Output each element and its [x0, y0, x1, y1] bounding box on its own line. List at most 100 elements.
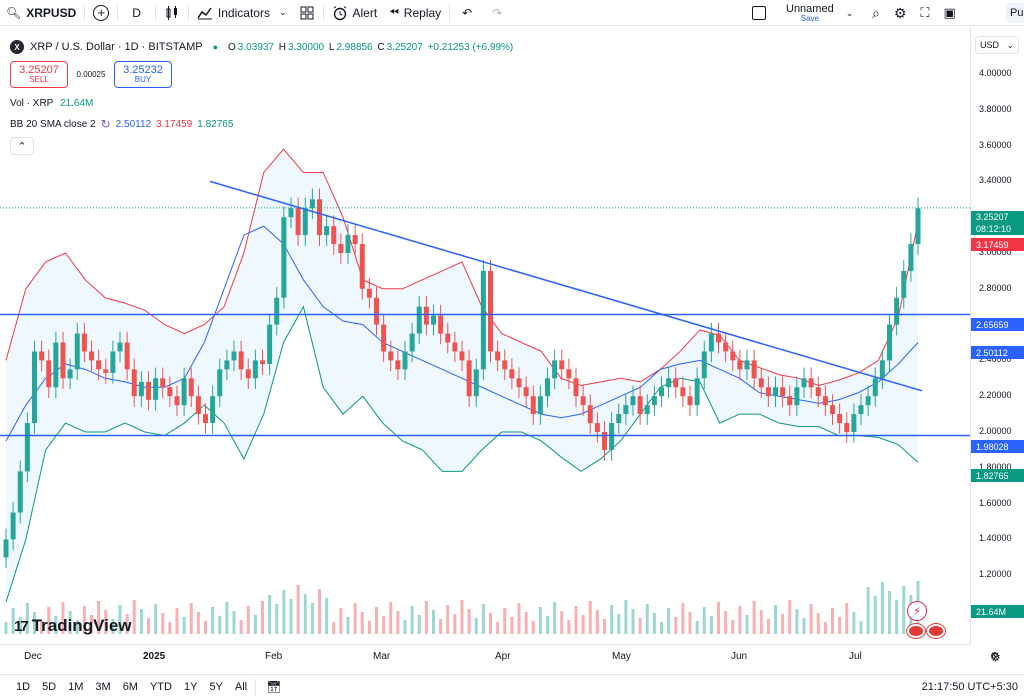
us-flag-icon: [907, 624, 925, 638]
price-tick-label: 3.00000: [979, 247, 1012, 257]
compare-button[interactable]: +: [87, 0, 115, 26]
collapse-legend-button[interactable]: ⌃: [10, 137, 34, 155]
tradingview-logo: 17 TradingView: [14, 616, 132, 636]
volume-bar: [645, 604, 649, 634]
candle-body: [317, 199, 322, 236]
camera-icon[interactable]: ▣: [943, 5, 956, 20]
volume-bar: [432, 610, 435, 634]
range-button-ytd[interactable]: YTD: [149, 680, 172, 693]
candle-body: [39, 351, 45, 361]
events-markers[interactable]: [907, 624, 945, 638]
volume-bar: [567, 620, 571, 634]
replay-button[interactable]: ⏪︎ Replay: [383, 0, 447, 26]
hline-badge: 2.65659: [971, 318, 1024, 331]
divider: [154, 4, 156, 21]
time-tick-label: 2025: [143, 651, 166, 662]
candle-body: [822, 396, 828, 406]
range-button-1d[interactable]: 1D: [16, 680, 31, 693]
bb-legend[interactable]: BB 20 SMA close 2 ↻ 2.50112 3.17459 1.82…: [10, 117, 233, 131]
candle-body: [388, 351, 394, 361]
time-settings-icon[interactable]: ⚙︎: [990, 651, 999, 662]
volume-bar: [667, 608, 671, 634]
interval-button[interactable]: D: [120, 0, 153, 26]
rewind-icon: ⏪︎: [389, 5, 399, 19]
candle-body: [67, 369, 73, 379]
select-checkbox[interactable]: [752, 6, 766, 20]
brand-name: TradingView: [31, 616, 132, 635]
volume-bar: [631, 609, 635, 634]
lightning-icon[interactable]: ⚡︎: [907, 601, 927, 621]
alert-button[interactable]: Alert: [326, 0, 384, 26]
volume-bar: [816, 613, 820, 634]
candle-body: [523, 387, 529, 397]
range-button-6m[interactable]: 6M: [122, 680, 138, 693]
undo-button[interactable]: ↶: [452, 0, 482, 26]
volume-bar: [332, 622, 336, 634]
time-tick-label: May: [612, 651, 631, 662]
redo-button[interactable]: ↷: [482, 0, 512, 26]
range-button-3m[interactable]: 3M: [95, 680, 111, 693]
bb-lower-line: [5, 305, 919, 603]
volume-bar: [709, 616, 713, 634]
clock-label[interactable]: 21:17:50 UTC+5:30: [921, 680, 1018, 693]
candle-body: [602, 432, 607, 450]
settings-gear-icon[interactable]: ⚙︎: [893, 4, 907, 21]
us-flag-icon: [927, 624, 945, 638]
price-chart[interactable]: [0, 27, 970, 644]
volume-legend[interactable]: Vol · XRP 21.64M: [10, 98, 93, 109]
chevron-down-icon[interactable]: ⌄: [845, 7, 854, 18]
candle-body: [701, 351, 707, 379]
quick-search-icon[interactable]: ⌕: [872, 4, 880, 21]
currency-selector[interactable]: USD ⌄: [975, 36, 1019, 54]
volume-bar: [382, 616, 386, 634]
volume-bar: [460, 600, 464, 634]
symbol-search[interactable]: 🔍︎ XRPUSD: [0, 0, 82, 26]
candle-body: [267, 324, 273, 364]
volume-bar: [823, 622, 827, 634]
chevron-down-icon: ⌄: [1006, 39, 1014, 50]
candle-body: [46, 360, 52, 388]
candle-body: [81, 333, 87, 352]
buy-button[interactable]: 3.25232 BUY: [114, 61, 172, 88]
publish-label: Pu: [1010, 7, 1024, 19]
candle-body: [146, 381, 151, 400]
range-button-5d[interactable]: 5D: [42, 680, 57, 693]
candle-body: [231, 351, 237, 361]
range-button-5y[interactable]: 5Y: [209, 680, 223, 693]
volume-bar: [674, 617, 678, 634]
candle-body: [623, 405, 629, 415]
upper-band-badge: 3.17459: [971, 238, 1024, 251]
volume-bar: [752, 601, 756, 634]
volume-bar: [90, 615, 93, 634]
sell-button[interactable]: 3.25207 SELL: [10, 61, 68, 88]
candle-body: [545, 378, 550, 397]
volume-bar: [524, 612, 528, 634]
candle-body: [74, 333, 80, 370]
layouts-button[interactable]: [293, 0, 321, 26]
candle-body: [552, 360, 558, 379]
volume-bar: [61, 602, 65, 634]
indicators-button[interactable]: Indicators ⌄: [191, 0, 293, 26]
volume-bar: [68, 611, 72, 634]
range-button-1m[interactable]: 1M: [68, 680, 84, 693]
range-button-1y[interactable]: 1Y: [183, 680, 198, 693]
volume-bar: [189, 603, 193, 634]
layout-save-group: Unnamed Save ⌄: [752, 0, 853, 26]
publish-button[interactable]: Pu: [1006, 3, 1024, 23]
bb-upper: 3.17459: [156, 118, 193, 130]
volume-bar: [289, 599, 293, 634]
volume-bar: [731, 620, 735, 634]
range-button-all[interactable]: All: [234, 680, 248, 693]
calendar-icon[interactable]: 📅︎: [266, 679, 282, 694]
layout-name-button[interactable]: Unnamed Save: [786, 3, 834, 23]
price-axis[interactable]: 1.000001.200001.400001.600001.800002.000…: [970, 27, 1024, 644]
symbol-title[interactable]: XRP / U.S. Dollar · 1D · BITSTAMP: [30, 41, 203, 53]
candle-body: [865, 396, 871, 406]
volume-bar: [652, 613, 656, 634]
chart-settings-icon[interactable]: ⚙︎: [990, 650, 1001, 664]
candle-body: [730, 351, 736, 361]
volume-bar: [538, 607, 542, 634]
chart-type-button[interactable]: [158, 0, 186, 26]
fullscreen-icon[interactable]: ⛶: [920, 5, 930, 20]
time-axis[interactable]: ⚙︎ Dec 2025 Feb Mar Apr May Jun Jul: [0, 644, 999, 668]
